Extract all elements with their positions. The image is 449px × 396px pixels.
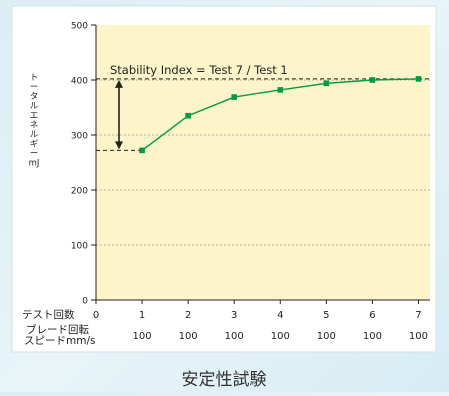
y-label-part-8: ー (30, 149, 39, 159)
y-tick-label-100: 100 (71, 242, 88, 252)
blade-speed-value-4: 100 (271, 331, 290, 342)
blade-speed-labels: 100 100 100 100 100 100 100 (133, 331, 429, 342)
difference-arrow-head-down (115, 141, 123, 150)
data-point-test-6 (369, 77, 376, 83)
data-point-test-2 (185, 112, 191, 119)
data-point-test-1 (139, 147, 145, 154)
x-tick-label-0: 0 (93, 310, 99, 321)
x-tick-label-1: 1 (139, 310, 145, 321)
axes (95, 25, 430, 301)
test-count-label: テスト回数 (22, 308, 75, 321)
caption: 安定性試験 (182, 370, 267, 390)
difference-arrow-head-up (115, 79, 123, 88)
blade-speed-label-line2: スピードmm/s (24, 335, 95, 347)
blade-speed-value-7: 100 (409, 331, 428, 342)
x-tick-label-3: 3 (231, 310, 237, 321)
y-label-part-3: ル (30, 102, 39, 112)
y-label-part-5: ネ (30, 121, 39, 131)
x-tick-label-2: 2 (185, 310, 191, 321)
y-tick-label-300: 300 (71, 132, 88, 142)
data-point-test-4 (277, 87, 284, 93)
y-label-part-0: ト (30, 73, 39, 83)
y-label-part-9: mJ (29, 159, 40, 169)
x-tick-label-4: 4 (277, 310, 283, 321)
plot-area (96, 25, 430, 300)
y-tick-label-200: 200 (71, 187, 88, 197)
blade-speed-value-2: 100 (179, 331, 198, 342)
x-tick-label-7: 7 (415, 310, 421, 321)
stability-index-text: Stability Index = Test 7 / Test 1 (110, 63, 288, 77)
y-label-part-6: ル (30, 130, 39, 140)
data-point-test-3 (231, 94, 238, 100)
blade-speed-label-line1: ブレード回転 (26, 323, 89, 336)
y-label-part-2: タ (30, 92, 39, 102)
blade-speed-value-3: 100 (225, 331, 244, 342)
blade-speed-value-1: 100 (133, 331, 152, 342)
x-tick-label-6: 6 (369, 310, 375, 321)
data-point-test-7 (415, 76, 422, 82)
y-tick-label-400: 400 (71, 77, 88, 87)
blade-speed-value-6: 100 (363, 331, 382, 342)
stability-annotation: Stability Index = Test 7 / Test 1 (96, 63, 430, 151)
x-tick-label-5: 5 (323, 310, 329, 321)
y-label-part-1: ー (30, 83, 39, 93)
y-tick-label-500: 500 (71, 22, 88, 32)
y-label-part-7: ギ (30, 140, 39, 150)
x-tick-labels: 0 1 2 3 4 5 6 7 (93, 300, 422, 321)
series-energy (139, 76, 422, 154)
y-tick-label-0: 0 (82, 297, 88, 307)
data-point-test-5 (323, 80, 330, 87)
y-label-part-4: エ (30, 111, 39, 121)
blade-speed-value-5: 100 (317, 331, 336, 342)
y-tick-labels: 0 100 200 300 400 500 (71, 22, 96, 307)
